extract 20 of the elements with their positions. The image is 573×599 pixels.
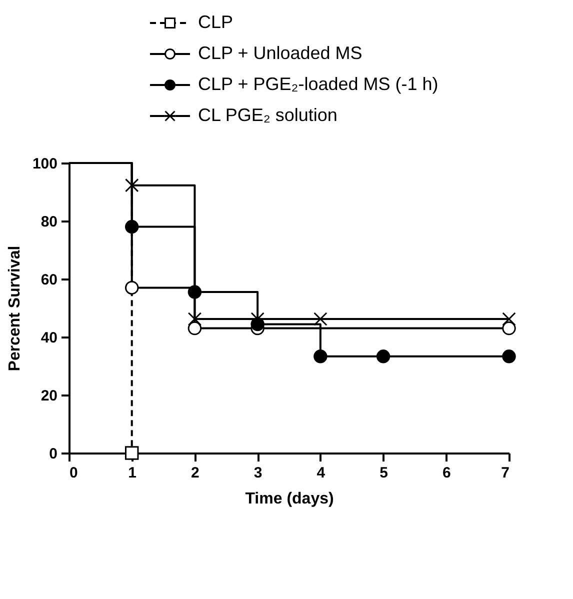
x-tick-label: 4 bbox=[316, 464, 326, 482]
y-axis-title: Percent Survival bbox=[6, 246, 24, 372]
x-tick-label: 1 bbox=[128, 464, 137, 482]
x-axis-title: Time (days) bbox=[245, 490, 334, 508]
legend-label: CLP + PGE₂-loaded MS (-1 h) bbox=[198, 74, 438, 94]
x-tick-label: 5 bbox=[380, 464, 388, 482]
y-tick-label: 20 bbox=[40, 388, 58, 404]
y-tick-label: 0 bbox=[49, 446, 58, 462]
legend-label: CL PGE₂ solution bbox=[198, 105, 338, 125]
x-tick-label: 0 bbox=[70, 464, 78, 482]
x-tick-label: 7 bbox=[501, 464, 510, 482]
y-tick-label: 100 bbox=[32, 156, 58, 172]
x-tick-label: 3 bbox=[254, 464, 262, 482]
y-tick-label: 60 bbox=[40, 272, 58, 288]
y-tick-label: 80 bbox=[40, 214, 58, 230]
x-tick-label: 6 bbox=[442, 464, 451, 482]
x-tick-label: 2 bbox=[191, 464, 200, 482]
legend-label: CLP bbox=[198, 12, 234, 32]
y-tick-label: 40 bbox=[40, 330, 58, 346]
legend-label: CLP + Unloaded MS bbox=[198, 43, 362, 63]
